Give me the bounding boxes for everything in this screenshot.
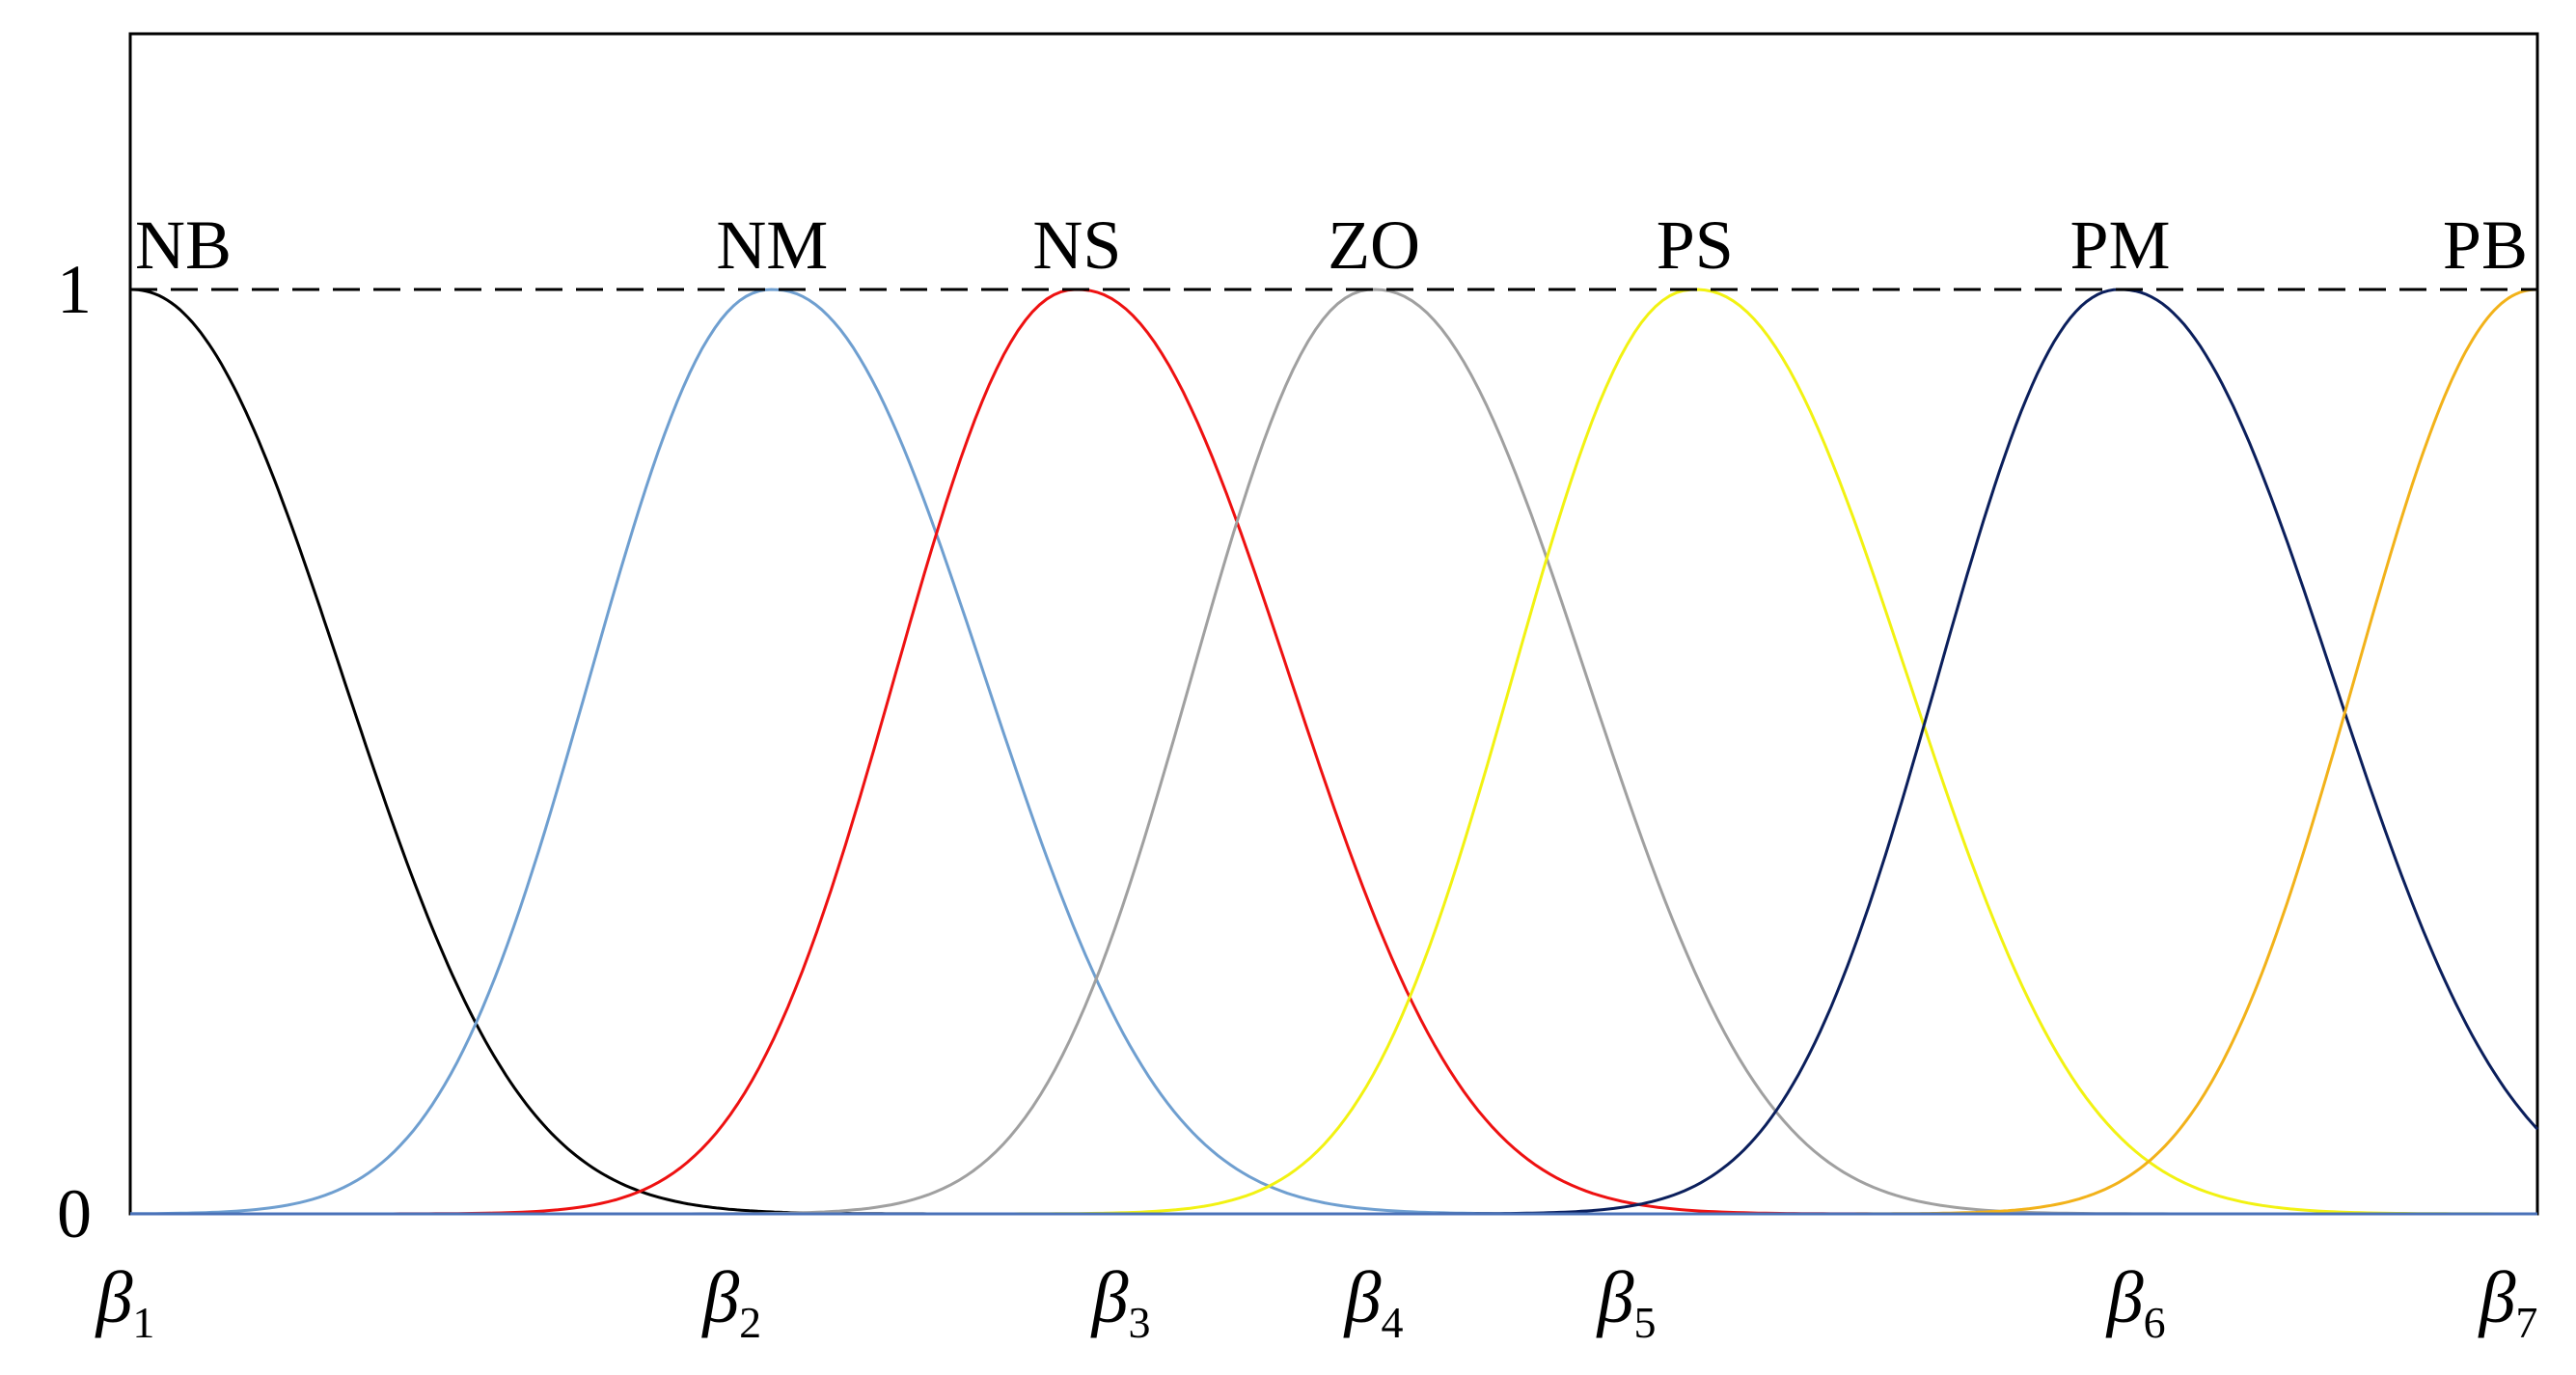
series-label-ps: PS xyxy=(1657,206,1734,284)
y-tick-label: 1 xyxy=(57,251,92,328)
curve-pb xyxy=(1679,288,2538,1216)
series-label-zo: ZO xyxy=(1328,206,1420,284)
series-label-ns: NS xyxy=(1032,206,1121,284)
series-curves xyxy=(129,288,2539,1216)
curve-pm xyxy=(1233,288,2539,1216)
x-tick-label-beta-2: β2 xyxy=(700,1257,761,1347)
x-tick-label-beta-1: β1 xyxy=(95,1257,155,1347)
y-tick-label: 0 xyxy=(57,1175,92,1252)
series-label-pb: PB xyxy=(2443,206,2528,284)
x-tick-label-beta-5: β5 xyxy=(1596,1257,1657,1347)
series-label-nm: NM xyxy=(716,206,828,284)
series-label-pm: PM xyxy=(2070,206,2171,284)
series-labels: NB NM NS ZO PS PM PB xyxy=(135,206,2528,284)
curve-zo xyxy=(519,288,2305,1216)
x-axis-tick-labels: β1 β2 β3 β4 β5 β6 β7 xyxy=(95,1257,2538,1347)
x-tick-label-beta-7: β7 xyxy=(2478,1257,2538,1347)
series-label-nb: NB xyxy=(135,206,232,284)
curve-nm xyxy=(130,288,1639,1216)
y-axis-tick-labels: 01 xyxy=(57,251,92,1252)
x-tick-label-beta-4: β4 xyxy=(1343,1257,1404,1347)
curve-ps xyxy=(844,288,2537,1216)
x-tick-label-beta-6: β6 xyxy=(2105,1257,2166,1347)
curve-ns xyxy=(234,288,1960,1216)
x-tick-label-beta-3: β3 xyxy=(1090,1257,1151,1347)
